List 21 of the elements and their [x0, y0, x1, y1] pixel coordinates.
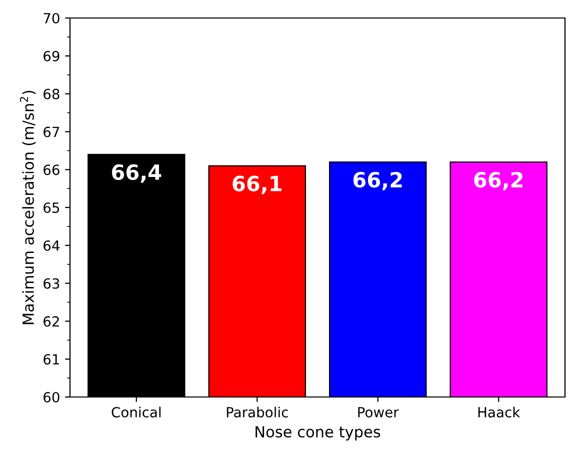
data-label: 66,2 [353, 172, 402, 190]
x-tick-label: Parabolic [226, 406, 288, 418]
y-tick-label: 70 [44, 12, 60, 24]
y-tick-label: 68 [44, 88, 60, 100]
y-tick-label: 66 [44, 164, 60, 176]
y-tick-label: 64 [44, 240, 60, 251]
x-axis-title: Nose cone types [256, 426, 380, 441]
y-tick-label: 63 [44, 278, 60, 289]
y-tick-label: 61 [44, 354, 59, 365]
x-tick-label: Power [358, 407, 399, 418]
data-label: 66,4 [112, 164, 162, 183]
data-label: 66,2 [474, 172, 522, 190]
y-tick-label: 65 [44, 202, 60, 213]
y-tick-label: 67 [44, 126, 60, 138]
x-tick-label: Conical [112, 406, 161, 418]
y-tick-label: 69 [44, 50, 60, 62]
x-tick-label: Haack [478, 406, 520, 418]
y-tick-label: 60 [44, 392, 60, 402]
y-tick-label: 62 [44, 316, 59, 327]
data-label: 66,1 [232, 176, 282, 194]
y-axis-title: Maximum acceleration (m/sn$^{2}$) [20, 90, 36, 324]
